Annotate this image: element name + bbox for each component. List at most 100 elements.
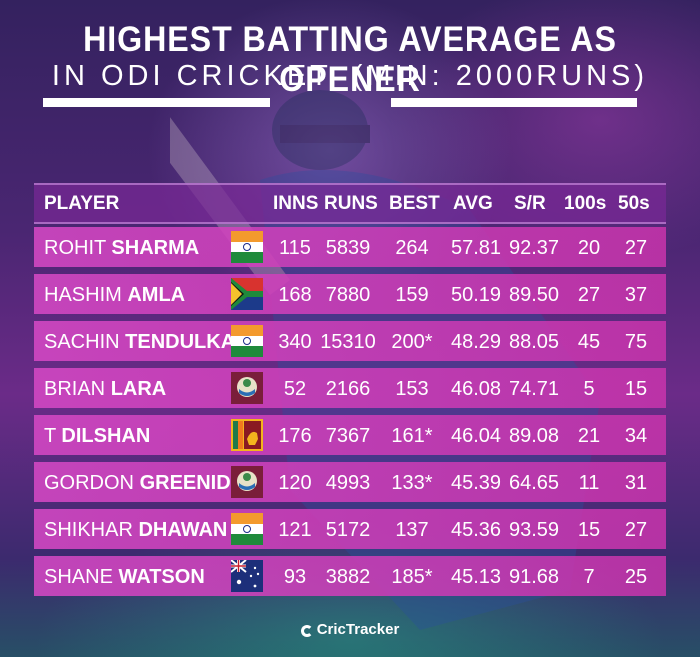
avg-value: 45.36 [450, 519, 502, 541]
sr-value: 88.05 [508, 331, 560, 353]
best-value: 137 [395, 519, 429, 541]
avg-value: 48.29 [450, 331, 502, 353]
crictracker-logo-icon [300, 625, 313, 637]
hundreds-value: 5 [583, 378, 595, 400]
col-player: PLAYER [44, 193, 120, 214]
player-name: GORDON GREENIDGE [44, 472, 260, 495]
inns-value: 93 [283, 566, 307, 588]
last-name: LARA [110, 378, 167, 400]
australia-flag-icon [231, 560, 263, 592]
player-name: HASHIM AMLA [44, 284, 185, 307]
best-value: 264 [395, 237, 429, 259]
best-value: 185* [391, 566, 433, 588]
player-name: BRIAN LARA [44, 378, 166, 401]
best-value: 159 [395, 284, 429, 306]
player-name: SACHIN TENDULKAR [44, 331, 250, 354]
first-name: HASHIM [44, 284, 122, 306]
col-100s: 100s [564, 193, 607, 214]
sr-value: 74.71 [508, 378, 560, 400]
india-flag-icon [231, 231, 263, 263]
table-row: GORDON GREENIDGE 120 4993 133* 45.39 64.… [34, 462, 666, 502]
runs-value: 4993 [325, 472, 371, 494]
runs-value: 15310 [320, 331, 376, 353]
hundreds-value: 27 [577, 284, 601, 306]
best-value: 133* [391, 472, 433, 494]
runs-value: 5172 [325, 519, 371, 541]
avg-value: 57.81 [450, 237, 502, 259]
best-value: 200* [391, 331, 433, 353]
inns-value: 52 [283, 378, 307, 400]
avg-value: 46.08 [450, 378, 502, 400]
india-flag-icon [231, 325, 263, 357]
table-row: HASHIM AMLA 168 7880 159 50.19 89.50 27 … [34, 274, 666, 314]
table-row: BRIAN LARA 52 2166 153 46.08 74.71 5 15 [34, 368, 666, 408]
brand-logo: CricTracker [0, 621, 700, 638]
best-value: 153 [395, 378, 429, 400]
fifties-value: 31 [624, 472, 648, 494]
inns-value: 168 [278, 284, 312, 306]
col-runs: RUNS [324, 193, 378, 214]
player-name: T DILSHAN [44, 425, 150, 448]
hundreds-value: 15 [577, 519, 601, 541]
table-row: ROHIT SHARMA 115 5839 264 57.81 92.37 20… [34, 227, 666, 267]
hundreds-value: 11 [578, 472, 600, 494]
inns-value: 176 [278, 425, 312, 447]
hundreds-value: 45 [577, 331, 601, 353]
fifties-value: 75 [624, 331, 648, 353]
runs-value: 3882 [325, 566, 371, 588]
table-header: PLAYER INNS RUNS BEST AVG S/R 100s 50s [34, 183, 666, 224]
first-name: ROHIT [44, 237, 106, 259]
player-name: ROHIT SHARMA [44, 237, 199, 260]
hundreds-value: 20 [577, 237, 601, 259]
west-indies-flag-icon [231, 372, 263, 404]
player-name: SHIKHAR DHAWAN [44, 519, 227, 542]
first-name: GORDON [44, 472, 134, 494]
hundreds-value: 7 [583, 566, 595, 588]
col-best: BEST [389, 193, 440, 214]
col-sr: S/R [514, 193, 546, 214]
best-value: 161* [391, 425, 433, 447]
last-name: WATSON [118, 566, 205, 588]
table-row: SHANE WATSON 93 3882 185* 45.13 91.68 7 … [34, 556, 666, 596]
sri-lanka-flag-icon [231, 419, 263, 451]
first-name: SHANE [44, 566, 113, 588]
page-subtitle: IN ODI CRICKET: (MIN: 2000RUNS) [51, 60, 649, 92]
south-africa-flag-icon [231, 278, 263, 310]
first-name: SACHIN [44, 331, 120, 353]
avg-value: 50.19 [450, 284, 502, 306]
avg-value: 46.04 [450, 425, 502, 447]
title-rule-right [391, 98, 637, 107]
fifties-value: 25 [624, 566, 648, 588]
inns-value: 121 [278, 519, 312, 541]
table-row: SHIKHAR DHAWAN 121 5172 137 45.36 93.59 … [34, 509, 666, 549]
avg-value: 45.39 [450, 472, 502, 494]
first-name: T [44, 425, 56, 447]
fifties-value: 27 [624, 519, 648, 541]
fifties-value: 34 [624, 425, 648, 447]
page-title: HIGHEST BATTING AVERAGE AS OPENER [83, 20, 617, 99]
fifties-value: 37 [624, 284, 648, 306]
title-rule-left [43, 98, 270, 107]
fifties-value: 27 [624, 237, 648, 259]
west-indies-flag-icon [231, 466, 263, 498]
sr-value: 92.37 [508, 237, 560, 259]
inns-value: 115 [279, 237, 311, 259]
sr-value: 93.59 [508, 519, 560, 541]
sr-value: 64.65 [508, 472, 560, 494]
brand-name: CricTracker [316, 621, 400, 638]
runs-value: 7367 [325, 425, 371, 447]
inns-value: 340 [278, 331, 312, 353]
runs-value: 2166 [325, 378, 371, 400]
hundreds-value: 21 [577, 425, 601, 447]
runs-value: 5839 [325, 237, 371, 259]
sr-value: 89.50 [508, 284, 560, 306]
col-inns: INNS [273, 193, 319, 214]
first-name: BRIAN [44, 378, 106, 400]
sr-value: 89.08 [508, 425, 560, 447]
last-name: AMLA [127, 284, 186, 306]
sr-value: 91.68 [508, 566, 560, 588]
table-row: SACHIN TENDULKAR 340 15310 200* 48.29 88… [34, 321, 666, 361]
player-name: SHANE WATSON [44, 566, 205, 589]
col-50s: 50s [618, 193, 650, 214]
table-row: T DILSHAN 176 7367 161* 46.04 89.08 21 3… [34, 415, 666, 455]
